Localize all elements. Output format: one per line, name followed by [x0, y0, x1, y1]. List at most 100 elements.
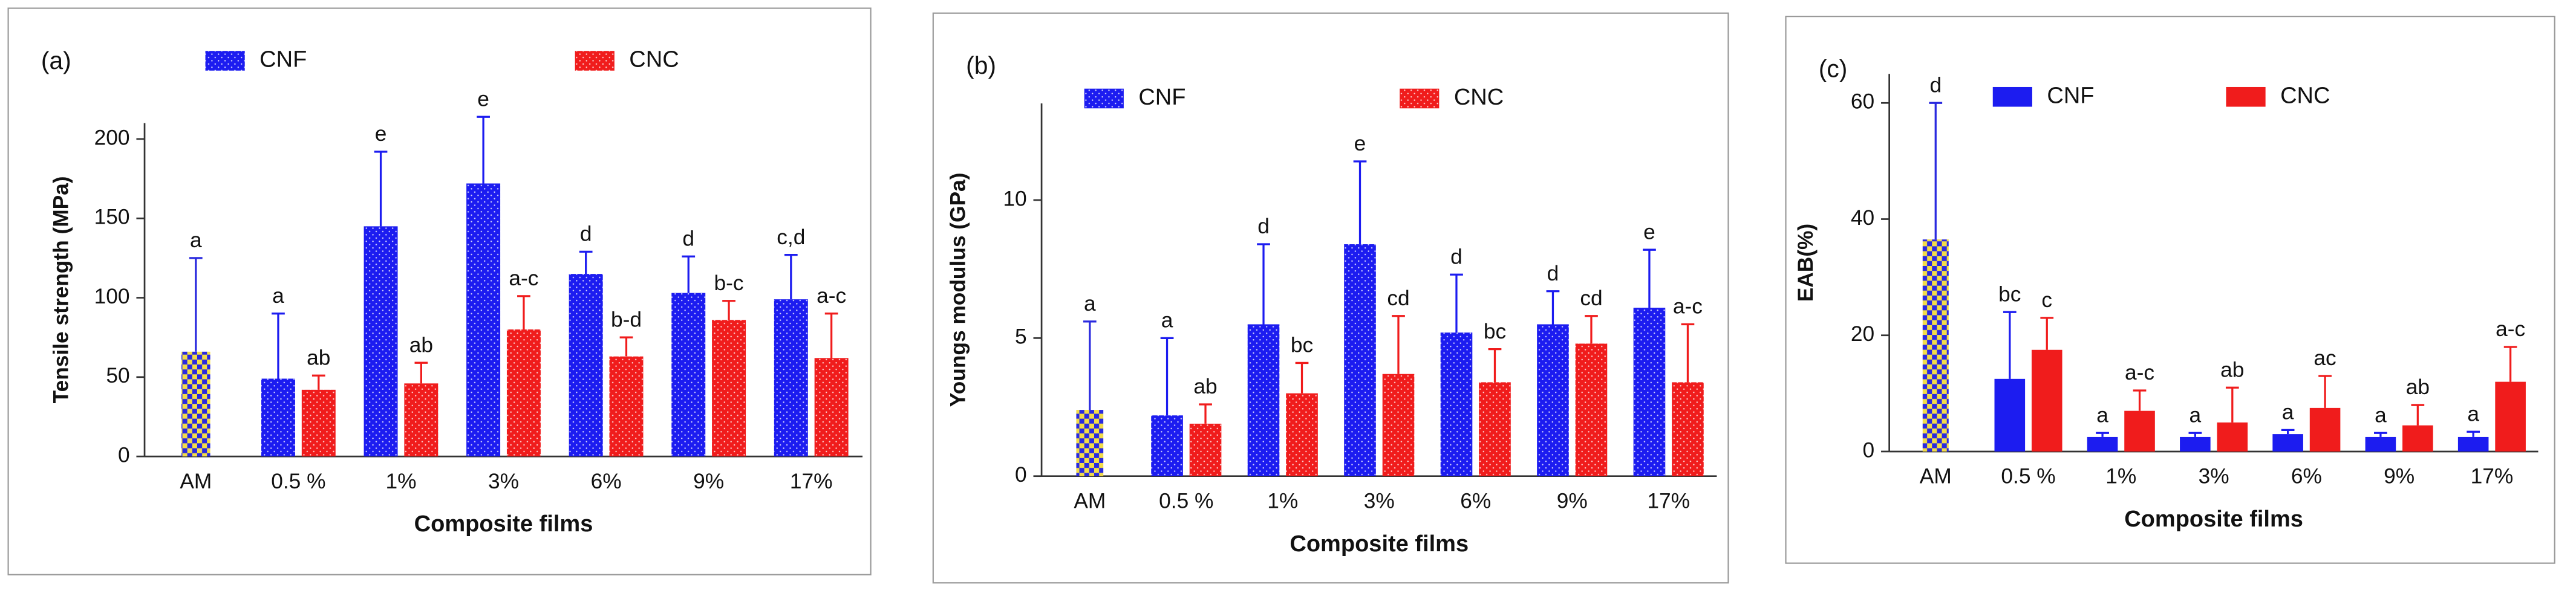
- y-axis-label: Youngs modulus (GPa): [947, 173, 970, 407]
- significance-label: cd: [1387, 287, 1409, 310]
- bar: [2031, 349, 2062, 452]
- significance-label: c,d: [777, 225, 805, 249]
- error-bar: [824, 313, 838, 358]
- panel-label: (a): [41, 47, 71, 74]
- error-bar: [722, 300, 735, 320]
- bar: [671, 293, 706, 457]
- legend-label: CNF: [1138, 85, 1185, 110]
- error-bar: [189, 257, 203, 352]
- y-tick-label: 5: [1015, 325, 1027, 349]
- bar: [261, 378, 295, 457]
- bar: [1344, 244, 1376, 476]
- y-tick-label: 0: [1015, 463, 1027, 487]
- x-tick-label: 3%: [1364, 489, 1395, 513]
- control-bar: [181, 351, 210, 457]
- panel-label: (c): [1819, 55, 1848, 83]
- significance-label: e: [1354, 132, 1366, 155]
- y-tick-label: 100: [94, 285, 130, 308]
- x-axis-label: Composite films: [2124, 507, 2303, 532]
- error-bar: [2003, 311, 2017, 379]
- legend-label: CNC: [2280, 83, 2330, 108]
- error-bar: [1257, 243, 1270, 325]
- bar: [2495, 381, 2526, 452]
- significance-label: e: [477, 87, 489, 111]
- bar: [301, 389, 336, 457]
- significance-label: bc: [1998, 282, 2021, 306]
- error-bar: [2318, 375, 2332, 408]
- y-tick-label: 60: [1851, 90, 1874, 114]
- panel-frame: [1785, 16, 2555, 564]
- error-bar: [272, 313, 285, 379]
- bar: [2180, 436, 2211, 452]
- error-bar: [374, 151, 388, 227]
- bar: [1189, 423, 1222, 476]
- y-tick-label: 20: [1851, 322, 1874, 346]
- bar: [712, 320, 746, 457]
- error-bar: [2281, 429, 2295, 435]
- bar: [506, 329, 541, 457]
- panel-frame: [7, 7, 872, 575]
- error-bar: [579, 250, 593, 274]
- bar: [1633, 308, 1666, 476]
- bar: [774, 299, 808, 457]
- significance-label: c: [2041, 288, 2052, 312]
- y-tick-label: 150: [94, 206, 130, 229]
- significance-label: e: [1643, 220, 1655, 244]
- legend-swatch: [1992, 86, 2032, 107]
- x-tick-label: 9%: [693, 470, 724, 493]
- bar: [569, 274, 603, 457]
- bar: [1382, 374, 1415, 476]
- bar: [2402, 425, 2433, 452]
- control-bar: [1922, 239, 1949, 452]
- error-bar: [1083, 320, 1097, 410]
- error-bar: [517, 295, 530, 330]
- significance-label: a: [1161, 309, 1173, 332]
- error-bar: [414, 361, 428, 384]
- bar: [1151, 415, 1183, 476]
- significance-label: cd: [1580, 287, 1602, 310]
- legend-label: CNC: [1454, 85, 1504, 110]
- x-tick-label: 17%: [790, 470, 833, 493]
- x-tick-label: 0.5 %: [1159, 489, 1213, 513]
- legend-swatch: [575, 51, 615, 71]
- significance-label: d: [682, 227, 694, 250]
- error-bar: [2096, 432, 2109, 437]
- error-bar: [1488, 348, 1502, 383]
- bar: [814, 358, 849, 457]
- control-bar: [1076, 410, 1104, 476]
- significance-label: a-c: [1673, 295, 1703, 319]
- x-tick-label: 17%: [1647, 489, 1690, 513]
- y-tick-label: 0: [118, 443, 130, 467]
- legend-swatch: [2226, 86, 2266, 107]
- significance-label: ab: [2406, 375, 2430, 399]
- x-tick-label: AM: [1920, 465, 1952, 488]
- significance-label: d: [1450, 245, 1462, 268]
- significance-label: a: [2190, 403, 2202, 427]
- error-bar: [311, 374, 325, 390]
- error-bar: [2133, 389, 2147, 411]
- x-tick-label: 1%: [1267, 489, 1298, 513]
- chart-panel: (b) 0 5 10 Youngs modulus (GPa) Composite fil…: [932, 12, 1729, 584]
- bar: [2309, 407, 2341, 452]
- x-tick-label: 6%: [2291, 465, 2322, 488]
- panel-label: (b): [966, 51, 996, 79]
- legend-swatch: [205, 51, 245, 71]
- bar: [2272, 434, 2303, 452]
- error-bar: [2374, 432, 2387, 437]
- panel-frame: [932, 12, 1729, 584]
- error-bar: [1546, 290, 1560, 325]
- legend-label: CNF: [259, 47, 307, 73]
- error-bar: [1585, 315, 1598, 344]
- error-bar: [1643, 248, 1656, 308]
- x-tick-label: AM: [1074, 489, 1106, 513]
- error-bar: [619, 336, 633, 357]
- significance-label: a: [1084, 292, 1096, 316]
- significance-label: b-c: [714, 271, 744, 295]
- significance-label: a: [2096, 403, 2108, 427]
- x-tick-label: 17%: [2471, 465, 2514, 488]
- bar: [1575, 343, 1608, 476]
- error-bar: [1353, 160, 1367, 245]
- error-bar: [2467, 430, 2480, 437]
